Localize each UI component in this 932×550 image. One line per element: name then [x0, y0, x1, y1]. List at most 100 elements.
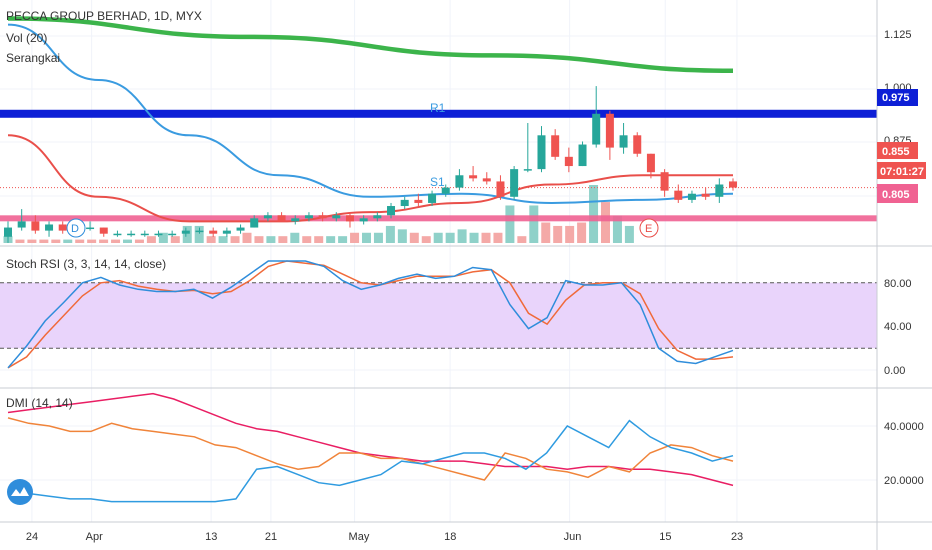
volume-bar [170, 236, 180, 243]
candle-body [277, 215, 286, 222]
dmi-scale[interactable]: 40.0000 20.0000 [884, 421, 924, 487]
candle-body [209, 230, 218, 234]
price-tick: 1.125 [884, 29, 912, 41]
candle-body [181, 230, 190, 234]
volume-bar [194, 225, 204, 243]
volume-bar [565, 225, 575, 243]
candle-body [441, 187, 450, 194]
candle-body [537, 135, 546, 170]
time-tick: 18 [444, 531, 456, 543]
price-pane [0, 16, 877, 243]
volume-bar [266, 236, 276, 243]
svg-text:D: D [71, 223, 79, 235]
candle-body [168, 233, 177, 236]
volume-bar [457, 229, 467, 243]
volume-bar [601, 202, 610, 243]
volume-bar [517, 236, 527, 243]
stoch-pane [0, 260, 877, 369]
candle-body [31, 221, 40, 231]
candle-body [359, 218, 368, 222]
candle-body [674, 190, 683, 200]
volume-bar [242, 232, 252, 243]
volume-bar [338, 236, 348, 243]
candle-body [58, 224, 67, 231]
dividend-marker[interactable]: D [66, 218, 86, 238]
indicator-vol-label[interactable]: Vol (20) [6, 31, 47, 45]
candle-body [127, 233, 136, 236]
time-tick: 23 [731, 531, 743, 543]
time-tick: 24 [26, 531, 38, 543]
volume-bar [278, 236, 288, 243]
dmi-tick: 40.0000 [884, 421, 924, 433]
volume-bar [15, 239, 25, 243]
stoch-d-line [7, 260, 734, 369]
candle-body [428, 193, 437, 203]
volume-bar [51, 239, 61, 243]
candle-body [250, 218, 259, 228]
dmi-title[interactable]: DMI (14, 14) [6, 396, 73, 410]
stoch-tick: 0.00 [884, 365, 905, 377]
candle-body [633, 135, 642, 154]
volume-bar [182, 225, 192, 243]
volume-bar [326, 236, 336, 243]
candle-body [578, 144, 587, 167]
candle-body [140, 233, 149, 236]
s1-level-line [0, 215, 877, 222]
volume-bar [75, 239, 85, 243]
candle-body [222, 230, 231, 234]
stoch-band-fill [0, 282, 877, 349]
r1-label: R1 [430, 101, 446, 115]
price-tag-r1: 0.975 [877, 89, 918, 106]
volume-bar [541, 222, 551, 243]
candle-body [236, 227, 245, 231]
volume-bar [134, 239, 144, 243]
earnings-marker[interactable]: E [639, 218, 659, 238]
volume-bar [350, 232, 360, 243]
volume-bar [206, 236, 216, 243]
time-axis[interactable]: 24 Apr 13 21 May 18 Jun 15 23 [26, 531, 743, 543]
volume-bar [290, 232, 300, 243]
ema-red-line [7, 134, 733, 223]
candle-body [551, 135, 560, 157]
volume-bar [624, 225, 634, 243]
sma-blue-line [7, 23, 734, 204]
candle-body [619, 135, 628, 148]
volume-bar [481, 232, 491, 243]
candle-body [523, 169, 532, 171]
candle-body [510, 169, 519, 197]
volume-bar [158, 232, 168, 243]
candle-body [592, 113, 601, 145]
time-tick: Apr [86, 531, 103, 543]
volume-bar [373, 232, 383, 243]
volume-bar [445, 232, 455, 243]
volume-bar [362, 232, 371, 243]
svg-text:0.805: 0.805 [882, 189, 910, 201]
stoch-scale[interactable]: 80.00 40.00 0.00 [884, 278, 912, 377]
candle-body [17, 221, 26, 228]
price-scale[interactable]: 1.125 1.000 0.875 [884, 29, 912, 147]
candle-body [373, 215, 382, 219]
stoch-tick: 80.00 [884, 278, 912, 290]
stoch-title[interactable]: Stoch RSI (3, 3, 14, 14, close) [6, 257, 166, 271]
candle-body [86, 227, 95, 230]
volume-bar [469, 232, 479, 243]
indicator-serangkai-label[interactable]: Serangkai [6, 51, 60, 65]
candle-body [687, 193, 696, 200]
symbol-title[interactable]: PECCA GROUP BERHAD, 1D, MYX [6, 9, 202, 23]
dmi-pane [7, 392, 734, 503]
candle-body [715, 184, 724, 197]
candle-body [646, 153, 655, 173]
price-tag-countdown: 07:01:27 [877, 162, 926, 179]
tradingview-logo-icon[interactable] [7, 479, 33, 505]
volume-bar [529, 205, 539, 243]
dmi-plus-line [7, 419, 734, 503]
volume-bar [505, 205, 515, 243]
candle-body [482, 178, 491, 182]
volume-bar [63, 239, 73, 243]
candle-body [304, 215, 313, 219]
volume-bar [146, 236, 156, 243]
candle-body [318, 215, 327, 219]
r1-level-line [0, 109, 877, 118]
svg-text:0.975: 0.975 [882, 92, 910, 104]
